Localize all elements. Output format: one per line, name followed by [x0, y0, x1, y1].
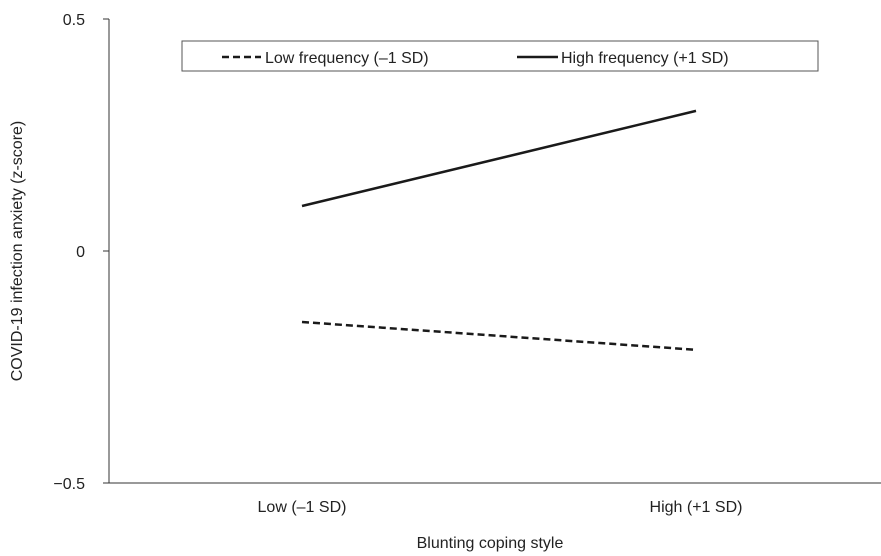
- legend-box: [181, 40, 819, 72]
- x-ticks: Low (–1 SD) High (+1 SD): [258, 499, 743, 516]
- y-tick-label-0: 0.5: [63, 12, 85, 29]
- series-line-high-frequency: [301, 109, 697, 208]
- y-tick-label-1: 0: [76, 244, 85, 261]
- y-axis-title: COVID-19 infection anxiety (z-score): [9, 121, 26, 382]
- x-tick-label-0: Low (–1 SD): [258, 499, 347, 516]
- legend-label-high-frequency: High frequency (+1 SD): [561, 50, 729, 67]
- y-tick-label-2: −0.5: [53, 476, 85, 493]
- series-line-low-frequency: [301, 320, 697, 352]
- series-group: [301, 109, 697, 352]
- legend: Low frequency (–1 SD) High frequency (+1…: [181, 40, 819, 72]
- y-ticks: 0.5 0 −0.5: [53, 12, 109, 493]
- legend-label-low-frequency: Low frequency (–1 SD): [265, 50, 429, 67]
- x-axis-title: Blunting coping style: [417, 535, 564, 552]
- x-tick-label-1: High (+1 SD): [650, 499, 743, 516]
